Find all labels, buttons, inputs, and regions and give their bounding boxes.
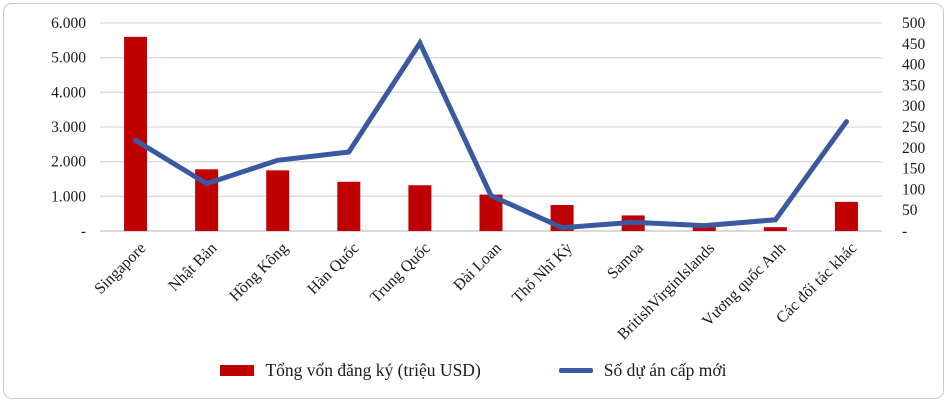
svg-text:Trung Quốc: Trung Quốc	[367, 240, 434, 307]
bar-10	[834, 201, 858, 231]
gridlines	[100, 22, 882, 232]
legend-item-line-series: Số dự án cấp mới	[558, 360, 727, 381]
svg-text:6.000: 6.000	[51, 15, 86, 32]
legend-item-bar-series: Tổng vốn đăng ký (triệu USD)	[220, 360, 481, 381]
svg-text:400: 400	[902, 57, 926, 74]
svg-text:500: 500	[902, 15, 926, 32]
bar-3	[337, 181, 361, 231]
svg-text:-: -	[81, 223, 86, 240]
line-series	[133, 37, 849, 231]
svg-text:Hàn Quốc: Hàn Quốc	[304, 240, 362, 298]
svg-text:5.000: 5.000	[51, 50, 86, 67]
svg-text:-: -	[902, 223, 907, 240]
svg-text:450: 450	[902, 36, 926, 53]
svg-text:2.000: 2.000	[51, 154, 86, 171]
svg-text:350: 350	[902, 77, 926, 94]
svg-text:300: 300	[902, 98, 926, 115]
svg-text:150: 150	[902, 161, 926, 178]
y-axis-right: - 50 100 150 200 250 300 350 400 450 500	[902, 15, 926, 240]
chart-legend: Tổng vốn đăng ký (triệu USD) Số dự án cấ…	[0, 360, 947, 381]
bar-5	[479, 194, 503, 231]
svg-text:100: 100	[902, 181, 926, 198]
bar-1	[195, 169, 219, 231]
svg-text:3.000: 3.000	[51, 119, 86, 136]
bar-4	[408, 185, 432, 231]
bar-series-swatch	[220, 365, 255, 376]
bar-series	[124, 36, 858, 231]
line-series-swatch	[558, 368, 593, 373]
svg-text:50: 50	[902, 202, 918, 219]
svg-text:4.000: 4.000	[51, 84, 86, 101]
bar-series-label: Tổng vốn đăng ký (triệu USD)	[265, 360, 481, 380]
line-series-label: Số dự án cấp mới	[603, 360, 727, 380]
bar-9	[763, 227, 787, 231]
bar-0	[124, 36, 148, 231]
svg-text:250: 250	[902, 119, 926, 136]
svg-text:Thổ Nhĩ Kỳ: Thổ Nhĩ Kỳ	[509, 240, 576, 307]
svg-text:Singapore: Singapore	[91, 240, 149, 298]
x-axis-labels: Singapore Nhật Bản Hồng Kông Hàn Quốc Trung …	[91, 240, 860, 344]
svg-text:200: 200	[902, 140, 926, 157]
svg-text:1.000: 1.000	[51, 188, 86, 205]
svg-text:Samoa: Samoa	[604, 240, 647, 283]
svg-text:Hồng Kông: Hồng Kông	[226, 240, 291, 305]
svg-text:Nhật Bản: Nhật Bản	[165, 240, 220, 295]
y-axis-left: - 1.000 2.000 3.000 4.000 5.000 6.000	[51, 15, 86, 240]
svg-text:Đài Loan: Đài Loan	[450, 240, 504, 294]
bar-2	[266, 170, 290, 231]
